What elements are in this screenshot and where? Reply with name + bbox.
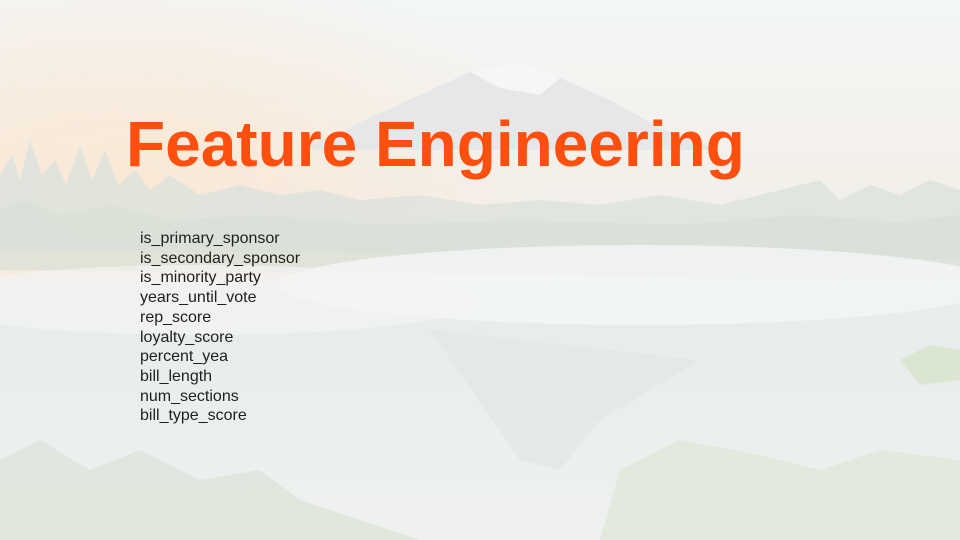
slide-title: Feature Engineering [126, 108, 745, 180]
list-item: is_secondary_sponsor [140, 249, 301, 267]
list-item: num_sections [140, 387, 239, 405]
list-item: loyalty_score [140, 328, 234, 346]
list-item: bill_type_score [140, 407, 247, 425]
list-item: is_minority_party [140, 269, 261, 287]
list-item: percent_yea [140, 348, 229, 366]
feature-list: is_primary_sponsor is_secondary_sponsor … [140, 229, 300, 426]
list-item: years_until_vote [140, 289, 257, 307]
list-item: bill_length [140, 367, 213, 385]
list-item: is_primary_sponsor [140, 230, 280, 247]
list-item: rep_score [140, 308, 212, 326]
